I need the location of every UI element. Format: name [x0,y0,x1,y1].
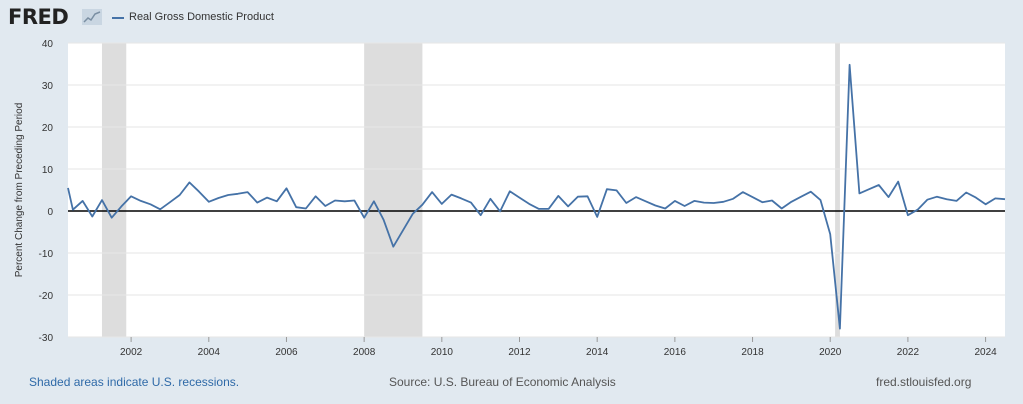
recession-band [364,43,423,337]
chart-footer: Shaded areas indicate U.S. recessions. S… [0,372,1023,392]
y-tick-label: 20 [42,123,54,134]
x-axis-ticks: 2002 2004 2006 2008 2010 2012 2014 2016 2018 2020… [120,337,997,358]
x-tick-label: 2010 [431,347,454,358]
source-note: Source: U.S. Bureau of Economic Analysis [389,375,616,389]
x-tick-label: 2024 [974,347,997,358]
x-tick-label: 2018 [741,347,764,358]
recession-band [101,43,127,337]
chart-line-logo-icon [82,9,102,25]
plot-area [68,43,1005,337]
series-layer [67,63,1006,330]
grid-lines [68,42,1005,338]
legend-line-swatch [112,17,124,19]
x-tick-label: 2022 [897,347,920,358]
recession-band [835,43,840,337]
recession-note: Shaded areas indicate U.S. recessions. [29,375,240,389]
x-tick-label: 2020 [819,347,842,358]
y-tick-label: -10 [39,249,54,260]
x-tick-label: 2002 [120,347,143,358]
x-tick-label: 2016 [664,347,687,358]
fred-logo[interactable]: FRED [8,5,69,29]
y-tick-label: 10 [42,165,54,176]
recession-shading [101,43,840,337]
y-tick-label: 30 [42,81,54,92]
chart-header: FRED Real Gross Domestic Product [0,0,1023,34]
series-line [67,63,1006,330]
legend-label: Real Gross Domestic Product [129,11,274,23]
x-tick-label: 2006 [275,347,298,358]
x-tick-label: 2014 [586,347,609,358]
y-axis-label: Percent Change from Preceding Period [14,103,25,278]
y-axis-ticks: -30 -20 -10 0 10 20 30 40 [39,39,54,344]
y-tick-label: 40 [42,39,54,50]
y-tick-label: 0 [47,207,53,218]
x-tick-label: 2008 [353,347,376,358]
site-link[interactable]: fred.stlouisfed.org [876,375,972,389]
y-tick-label: -30 [39,333,54,344]
x-tick-label: 2012 [508,347,531,358]
y-tick-label: -20 [39,291,54,302]
x-tick-label: 2004 [198,347,221,358]
